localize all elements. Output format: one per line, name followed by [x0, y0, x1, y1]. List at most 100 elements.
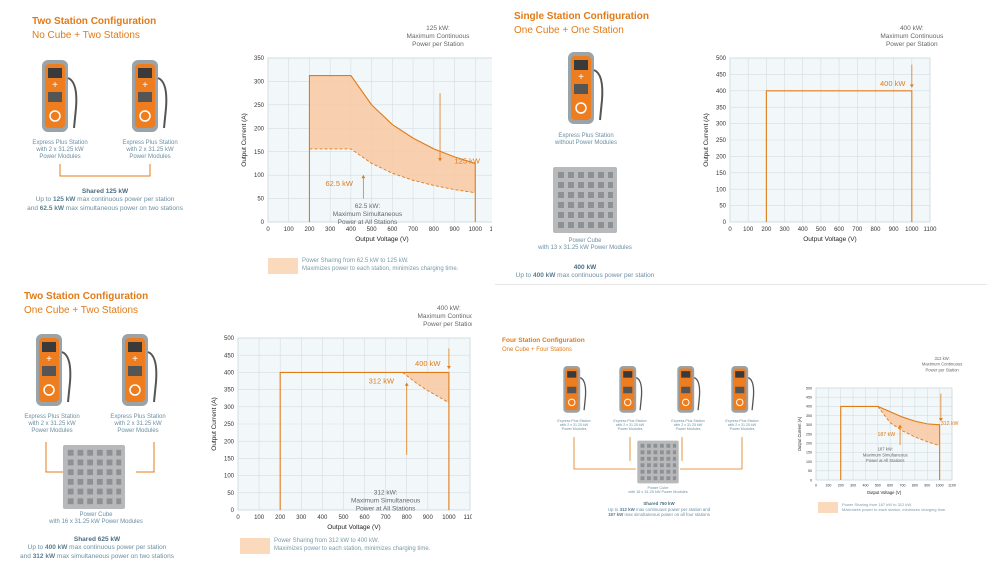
x-tick-label: 0	[728, 227, 732, 233]
y-tick-label: 300	[716, 122, 727, 128]
y-tick-label: 150	[224, 457, 235, 463]
y-tick-label: 500	[716, 56, 727, 62]
y-axis-label: Output Current (A)	[797, 416, 802, 451]
power-cube-icon	[637, 440, 679, 484]
x-tick-label: 200	[838, 484, 844, 488]
panel3-title: Two Station Configuration	[24, 291, 149, 302]
callout-simultaneous: Maximum Simultaneous	[351, 498, 421, 505]
x-tick-label: 900	[924, 484, 930, 488]
station-label: Express Plus Station with 2 x 31.25 kW Pow…	[557, 419, 591, 432]
y-tick-label: 50	[227, 491, 234, 497]
callout-max: Power per Station	[925, 367, 959, 372]
power-sharing-area	[309, 75, 476, 193]
x-tick-label: 200	[304, 227, 315, 233]
x-tick-label: 800	[912, 484, 918, 488]
station-label: Express Plus Station with 2 x 31.25 kW Pow…	[32, 140, 88, 160]
y-tick-label: 100	[806, 460, 812, 464]
cube-label: Power Cube with 16 x 31.25 kW Power Modul…	[49, 512, 143, 525]
x-tick-label: 600	[834, 227, 845, 233]
panel4-title: Four Station Configuration	[502, 337, 585, 344]
x-tick-label: 200	[275, 515, 286, 521]
max-power-line	[765, 90, 913, 222]
annotation-arrow-head	[938, 418, 943, 422]
value-annotation: 312 kW	[369, 376, 395, 385]
chart-1: 0 100 200 300 400 500 600 700 800 900 1000 1100 0 50 1…	[241, 25, 492, 243]
charger-icon: +	[36, 334, 72, 406]
horizontal-divider	[495, 284, 987, 285]
x-axis-label: Output Voltage (V)	[803, 236, 856, 243]
y-tick-label: 300	[224, 405, 235, 411]
y-tick-label: 200	[716, 155, 727, 161]
x-tick-label: 300	[325, 227, 336, 233]
x-tick-label: 500	[816, 227, 827, 233]
power-cube-icon	[553, 167, 617, 233]
y-tick-label: 0	[723, 220, 727, 226]
y-tick-label: 350	[806, 414, 812, 418]
y-axis-label: Output Current (A)	[211, 397, 218, 450]
x-tick-label: 1100	[924, 227, 938, 233]
value-annotation: 312 kW	[941, 421, 959, 427]
panel2-summary: 400 kW Up to 400 kW max continuous power…	[515, 264, 655, 280]
connector-line	[573, 437, 743, 470]
station-label: Express Plus Station with 2 x 31.25 kW Pow…	[671, 419, 705, 432]
y-tick-label: 300	[806, 423, 812, 427]
charger-icon: +	[122, 334, 158, 406]
callout-simultaneous: Power at All Stations	[866, 458, 904, 463]
y-tick-label: 150	[806, 451, 812, 455]
x-tick-label: 100	[254, 515, 265, 521]
panel3-summary: Shared 625 kW Up to 400 kW max continuou…	[20, 536, 174, 560]
y-tick-label: 50	[808, 469, 812, 473]
y-tick-label: 450	[806, 395, 812, 399]
value-annotation: 62.5 kW	[325, 179, 353, 188]
callout-simultaneous: 187 kW:	[878, 447, 893, 452]
y-axis-label: Output Current (A)	[703, 113, 710, 166]
chart-4: 0 100 200 300 400 500 600 700 800 900 1000 1100 0 50 1…	[797, 356, 963, 495]
x-axis-label: Output Voltage (V)	[867, 490, 902, 495]
charger-icon	[563, 365, 587, 413]
x-tick-label: 400	[862, 484, 868, 488]
x-tick-label: 800	[429, 227, 440, 233]
x-axis-label: Output Voltage (V)	[327, 524, 380, 531]
x-tick-label: 0	[266, 227, 270, 233]
annotation-arrow-head	[438, 158, 443, 162]
value-annotation: 187 kW	[878, 432, 896, 438]
power-sharing-area	[402, 372, 449, 403]
x-tick-label: 1100	[948, 484, 956, 488]
x-tick-label: 300	[780, 227, 791, 233]
x-tick-label: 700	[381, 515, 392, 521]
panel1-summary: Shared 125 kW Up to 125 kW max continuou…	[27, 188, 183, 212]
y-tick-label: 50	[257, 197, 264, 203]
svg-text:+: +	[142, 80, 148, 91]
y-tick-label: 200	[806, 441, 812, 445]
y-tick-label: 100	[254, 173, 265, 179]
callout-simultaneous: Power at All Stations	[356, 506, 416, 513]
callout-max: 312 kW:	[934, 356, 949, 361]
x-tick-label: 100	[825, 484, 831, 488]
y-tick-label: 450	[224, 353, 235, 359]
station-label: Express Plus Station without Power Module…	[554, 133, 618, 146]
chart-3: 0 100 200 300 400 500 600 700 800 900 1000 1100 0 50 1…	[211, 305, 472, 531]
y-tick-label: 250	[806, 432, 812, 436]
station-label: Express Plus Station with 2 x 31.25 kW Pow…	[122, 140, 178, 160]
value-annotation: 400 kW	[415, 359, 441, 368]
power-sharing-area	[840, 406, 940, 446]
chart-2: 0 100 200 300 400 500 600 700 800 900 1000 1100 0 50 1…	[703, 25, 944, 243]
y-tick-label: 400	[806, 405, 812, 409]
callout-max: Maximum Continuous	[922, 362, 963, 367]
y-tick-label: 250	[254, 103, 265, 109]
panel2-title: Single Station Configuration	[514, 11, 649, 22]
callout-max: Power per Station	[412, 41, 464, 48]
x-tick-label: 700	[408, 227, 419, 233]
charger-icon: +	[42, 60, 78, 132]
callout-simultaneous: Maximum Simultaneous	[333, 211, 403, 218]
annotation-arrow-head	[404, 382, 409, 386]
panel2-subtitle: One Cube + One Station	[514, 25, 624, 36]
callout-max: Maximum Continuous	[880, 33, 944, 40]
callout-simultaneous: 62.5 kW:	[355, 203, 381, 210]
chart-1-legend: Power Sharing from 62.5 kW to 125 kW. Max…	[268, 258, 458, 276]
x-tick-label: 500	[875, 484, 881, 488]
station-label: Express Plus Station with 2 x 31.25 kW Pow…	[725, 419, 759, 432]
station-label: Express Plus Station with 2 x 31.25 kW Pow…	[613, 419, 647, 432]
x-tick-label: 400	[317, 515, 328, 521]
x-tick-label: 700	[852, 227, 863, 233]
